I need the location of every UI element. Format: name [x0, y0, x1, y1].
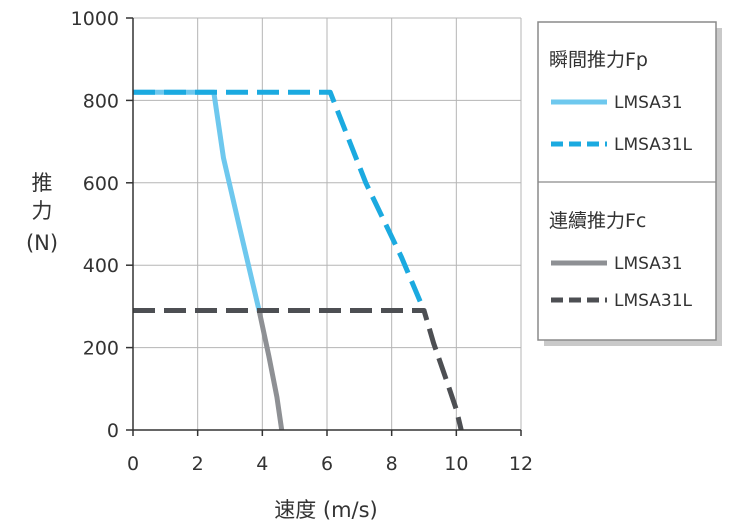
x-tick-label: 8	[386, 453, 398, 475]
grid	[132, 17, 522, 431]
y-tick-label: 400	[83, 255, 119, 277]
legend-items: LMSA31 LMSA31L LMSA31 LMSA31L	[551, 93, 693, 311]
legend-label: LMSA31	[614, 254, 683, 274]
legend-label: LMSA31L	[614, 291, 693, 311]
legend-label: LMSA31L	[614, 135, 693, 155]
x-tick-label: 2	[192, 453, 204, 475]
legend-label: LMSA31	[614, 93, 683, 113]
axes	[126, 17, 522, 436]
y-axis-label-part: 力	[32, 199, 53, 223]
legend-group2-title: 連續推力Fc	[549, 210, 646, 232]
legend-box	[537, 21, 717, 341]
y-tick-label: 200	[83, 338, 119, 360]
y-axis-label-part: (N)	[26, 231, 58, 255]
y-tick-label: 600	[83, 173, 119, 195]
x-tick-label: 6	[321, 453, 333, 475]
series-line-fc-lmsa31	[256, 309, 285, 431]
x-axis-label: 速度 (m/s)	[274, 498, 378, 522]
y-axis-label: 推力 (N)	[26, 171, 58, 255]
x-tick-label: 12	[509, 453, 533, 475]
x-tick-label: 0	[127, 453, 139, 475]
y-tick-label: 0	[107, 420, 119, 442]
x-tick-label: 4	[256, 453, 268, 475]
y-axis-label-part: 推	[32, 171, 53, 195]
series-line-fp-lmsa31	[133, 89, 262, 312]
y-tick-label: 800	[83, 90, 119, 112]
legend: 瞬間推力Fp 連續推力Fc LMSA31 LMSA31L LMSA31 LMSA31L	[537, 21, 722, 346]
series-line-fc-lmsa31l	[133, 308, 464, 431]
x-tick-label: 10	[444, 453, 468, 475]
tick-labels: 0 200 400 600 800 1000 0 2 4 6 8 10 12	[71, 8, 533, 475]
y-tick-label: 1000	[71, 8, 119, 30]
series-line-fp-lmsa31l	[133, 89, 427, 312]
series-lines	[133, 89, 464, 431]
legend-group1-title: 瞬間推力Fp	[549, 49, 648, 71]
